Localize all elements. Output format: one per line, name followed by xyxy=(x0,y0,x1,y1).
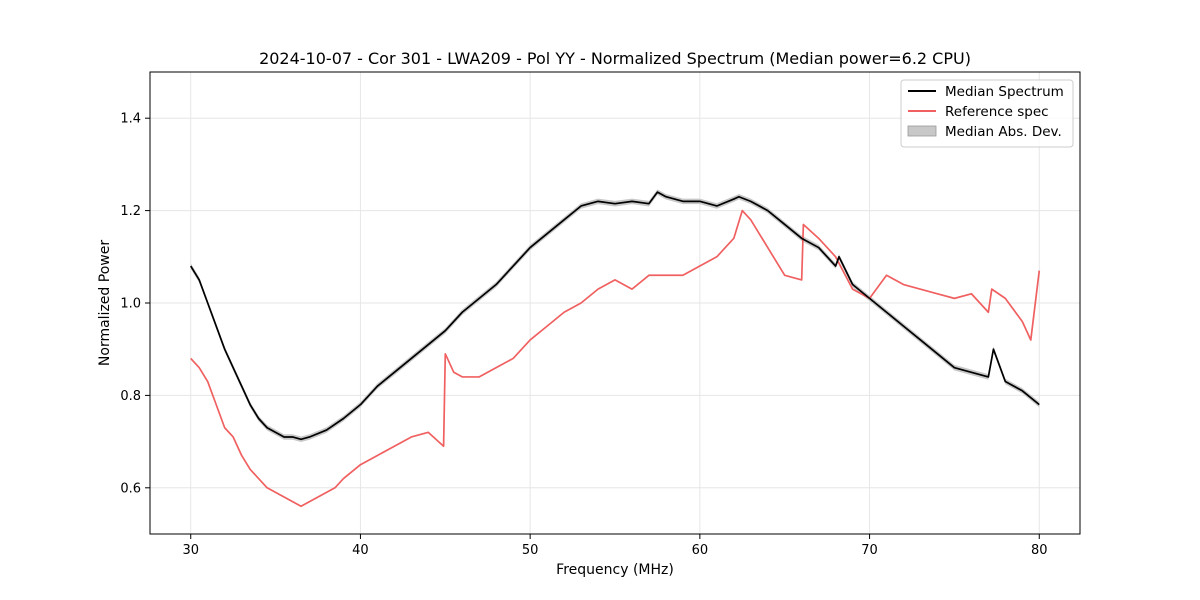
legend: Median Spectrum Reference spec Median Ab… xyxy=(900,79,1074,148)
legend-label-reference: Reference spec xyxy=(945,104,1049,120)
x-tick-label: 70 xyxy=(861,543,878,558)
ticks: 30 40 50 60 70 80 0.6 0.8 1.0 1.2 1.4 xyxy=(120,112,1047,558)
legend-swatch-mad xyxy=(907,125,937,137)
x-tick-label: 40 xyxy=(352,543,369,558)
y-axis-label: Normalized Power xyxy=(97,240,113,366)
reference-spec-line xyxy=(190,209,1041,508)
median-spectrum-line xyxy=(190,191,1040,441)
x-tick-label: 50 xyxy=(522,543,539,558)
x-axis-label: Frequency (MHz) xyxy=(556,562,674,578)
x-tick-label: 80 xyxy=(1031,543,1048,558)
series-layer xyxy=(190,191,1041,508)
x-tick-label: 60 xyxy=(692,543,709,558)
chart-title: 2024-10-07 - Cor 301 - LWA209 - Pol YY -… xyxy=(259,49,971,68)
y-tick-label: 1.0 xyxy=(120,297,141,312)
legend-label-mad: Median Abs. Dev. xyxy=(945,124,1062,140)
y-tick-label: 0.6 xyxy=(120,481,141,496)
y-tick-label: 1.2 xyxy=(120,204,141,219)
x-tick-label: 30 xyxy=(182,543,199,558)
y-tick-label: 0.8 xyxy=(120,389,141,404)
y-tick-label: 1.4 xyxy=(120,112,141,127)
legend-label-median: Median Spectrum xyxy=(945,84,1064,100)
legend-box xyxy=(900,79,1074,148)
